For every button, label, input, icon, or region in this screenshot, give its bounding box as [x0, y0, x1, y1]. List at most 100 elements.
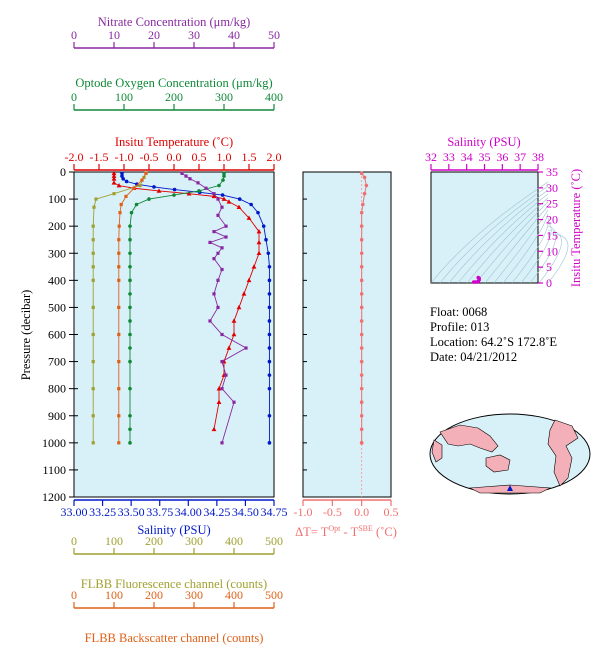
nitrate-point-11 [224, 235, 228, 239]
float-info-location: Location: 64.2˚S 172.8˚E [430, 335, 558, 349]
temperature-tick-label-7: 1.5 [242, 150, 257, 164]
ts_salinity-tick-label-0: 32 [425, 150, 437, 164]
fluorescence-tick-label-4: 400 [225, 534, 243, 548]
delta-t-label-mid: - T [340, 525, 358, 539]
delta-t-point-10 [359, 278, 364, 283]
delta_t-tick-label-2: 0.0 [354, 505, 369, 519]
salinity-point-14 [266, 251, 271, 256]
nitrate-point-22 [244, 346, 248, 350]
ts-isoline-5 [475, 201, 549, 284]
pressure-tick-label-4: 400 [48, 273, 66, 287]
oxygen-point-20 [128, 386, 132, 391]
delta-t-point-8 [359, 251, 364, 256]
ts_salinity-tick-label-5: 37 [514, 150, 526, 164]
delta-t-sup1: Opt [328, 524, 341, 533]
nitrate-tick-label-4: 40 [228, 28, 240, 42]
temperature-point-7 [186, 191, 192, 196]
ts-salinity-axis-title: Salinity (PSU) [447, 135, 520, 149]
ts_salinity-tick-label-3: 35 [479, 150, 491, 164]
nitrate-point-3 [196, 181, 200, 185]
pressure-tick-label-7: 700 [48, 355, 66, 369]
nitrate-point-2 [188, 177, 192, 181]
ts-temperature-tick-label-2: 10 [546, 244, 558, 258]
nitrate-tick-label-3: 30 [188, 28, 200, 42]
temperature-line [113, 173, 260, 430]
delta-t-point-13 [359, 319, 364, 323]
oxygen-point-17 [128, 332, 132, 337]
backscatter-point-0 [144, 171, 148, 175]
temperature-point-12 [246, 215, 252, 220]
delta-t-point-4 [361, 202, 365, 207]
delta-t-sup2: SBE [358, 524, 373, 533]
fluorescence-tick-label-0: 0 [71, 534, 77, 548]
ts-temperature-tick-label-7: 35 [546, 165, 558, 179]
delta-t-point-7 [359, 237, 364, 242]
temperature-tick-label-1: -1.5 [90, 150, 109, 164]
salinity-point-23 [267, 373, 272, 377]
nitrate-axis-title: Nitrate Concentration (μm/kg) [98, 15, 251, 29]
oxygen-point-21 [128, 413, 132, 418]
data-series [91, 170, 481, 445]
temperature-point-3 [111, 180, 117, 185]
delta-t-point-11 [359, 292, 364, 296]
salinity-tick-label-3: 33.75 [146, 505, 173, 519]
salinity-point-16 [267, 278, 272, 283]
salinity-point-17 [267, 292, 272, 296]
map-land-asia [439, 424, 499, 453]
pressure-tick-label-10: 1000 [42, 436, 66, 450]
ts-temperature-axis-title: Insitu Temperature (˚C) [569, 169, 583, 287]
nitrate-point-17 [216, 278, 220, 282]
backscatter-point-5 [118, 211, 122, 215]
temperature-tick-label-8: 2.0 [267, 150, 282, 164]
ts-isoline-10 [520, 221, 552, 284]
oxygen-point-11 [128, 251, 132, 256]
delta_t-tick-label-3: 0.5 [384, 505, 399, 519]
delta-t-point-3 [362, 191, 367, 196]
ts-isoline-13 [547, 233, 569, 284]
ts-plot-area [430, 171, 539, 284]
pressure-tick-label-12: 1200 [42, 490, 66, 504]
nitrate-point-20 [208, 319, 212, 323]
salinity-point-13 [264, 237, 268, 242]
oxygen-point-4 [197, 189, 201, 193]
backscatter-point-12 [117, 332, 121, 337]
temperature-point-17 [246, 277, 252, 283]
salinity-point-15 [267, 264, 272, 269]
backscatter-point-4 [119, 202, 123, 207]
delta-t-point-0 [359, 171, 364, 176]
temperature-point-13 [256, 228, 262, 234]
salinity-tick-label-4: 34.00 [175, 505, 202, 519]
delta-t-point-5 [359, 210, 364, 215]
ts-isoline-1 [439, 185, 549, 284]
fluorescence-point-14 [91, 387, 95, 391]
fluorescence-point-12 [91, 332, 95, 337]
backscatter-point-10 [117, 278, 121, 282]
nitrate-point-10 [212, 229, 216, 234]
nitrate-point-13 [220, 246, 224, 250]
fluorescence-tick-label-2: 200 [145, 534, 163, 548]
nitrate-point-0 [180, 171, 184, 175]
fluorescence-point-15 [91, 414, 95, 418]
salinity-point-6 [172, 187, 177, 192]
oxygen-point-3 [217, 183, 221, 188]
nitrate-point-14 [216, 251, 220, 255]
ts_salinity-tick-label-4: 36 [496, 150, 508, 164]
nitrate-tick-label-1: 10 [108, 28, 120, 42]
temperature-point-1 [111, 173, 117, 178]
nitrate-point-5 [212, 192, 216, 196]
oxygen-point-0 [222, 171, 226, 176]
oxygen-point-14 [128, 292, 132, 296]
ts-isoline-11 [529, 225, 557, 284]
fluorescence-tick-label-5: 500 [265, 534, 283, 548]
temperature-point-11 [236, 204, 242, 210]
oxygen-tick-label-0: 0 [71, 90, 77, 104]
salinity-point-8 [220, 193, 225, 197]
pressure-tick-label-1: 100 [48, 192, 66, 206]
temperature-point-14 [256, 239, 262, 245]
backscatter-point-9 [117, 265, 121, 269]
oxygen-point-6 [147, 197, 151, 201]
delta-t-unit: (˚C) [373, 525, 397, 539]
float-info-float: Float: 0068 [430, 305, 488, 319]
map-land-americas [547, 419, 579, 487]
nitrate-point-21 [220, 332, 224, 337]
